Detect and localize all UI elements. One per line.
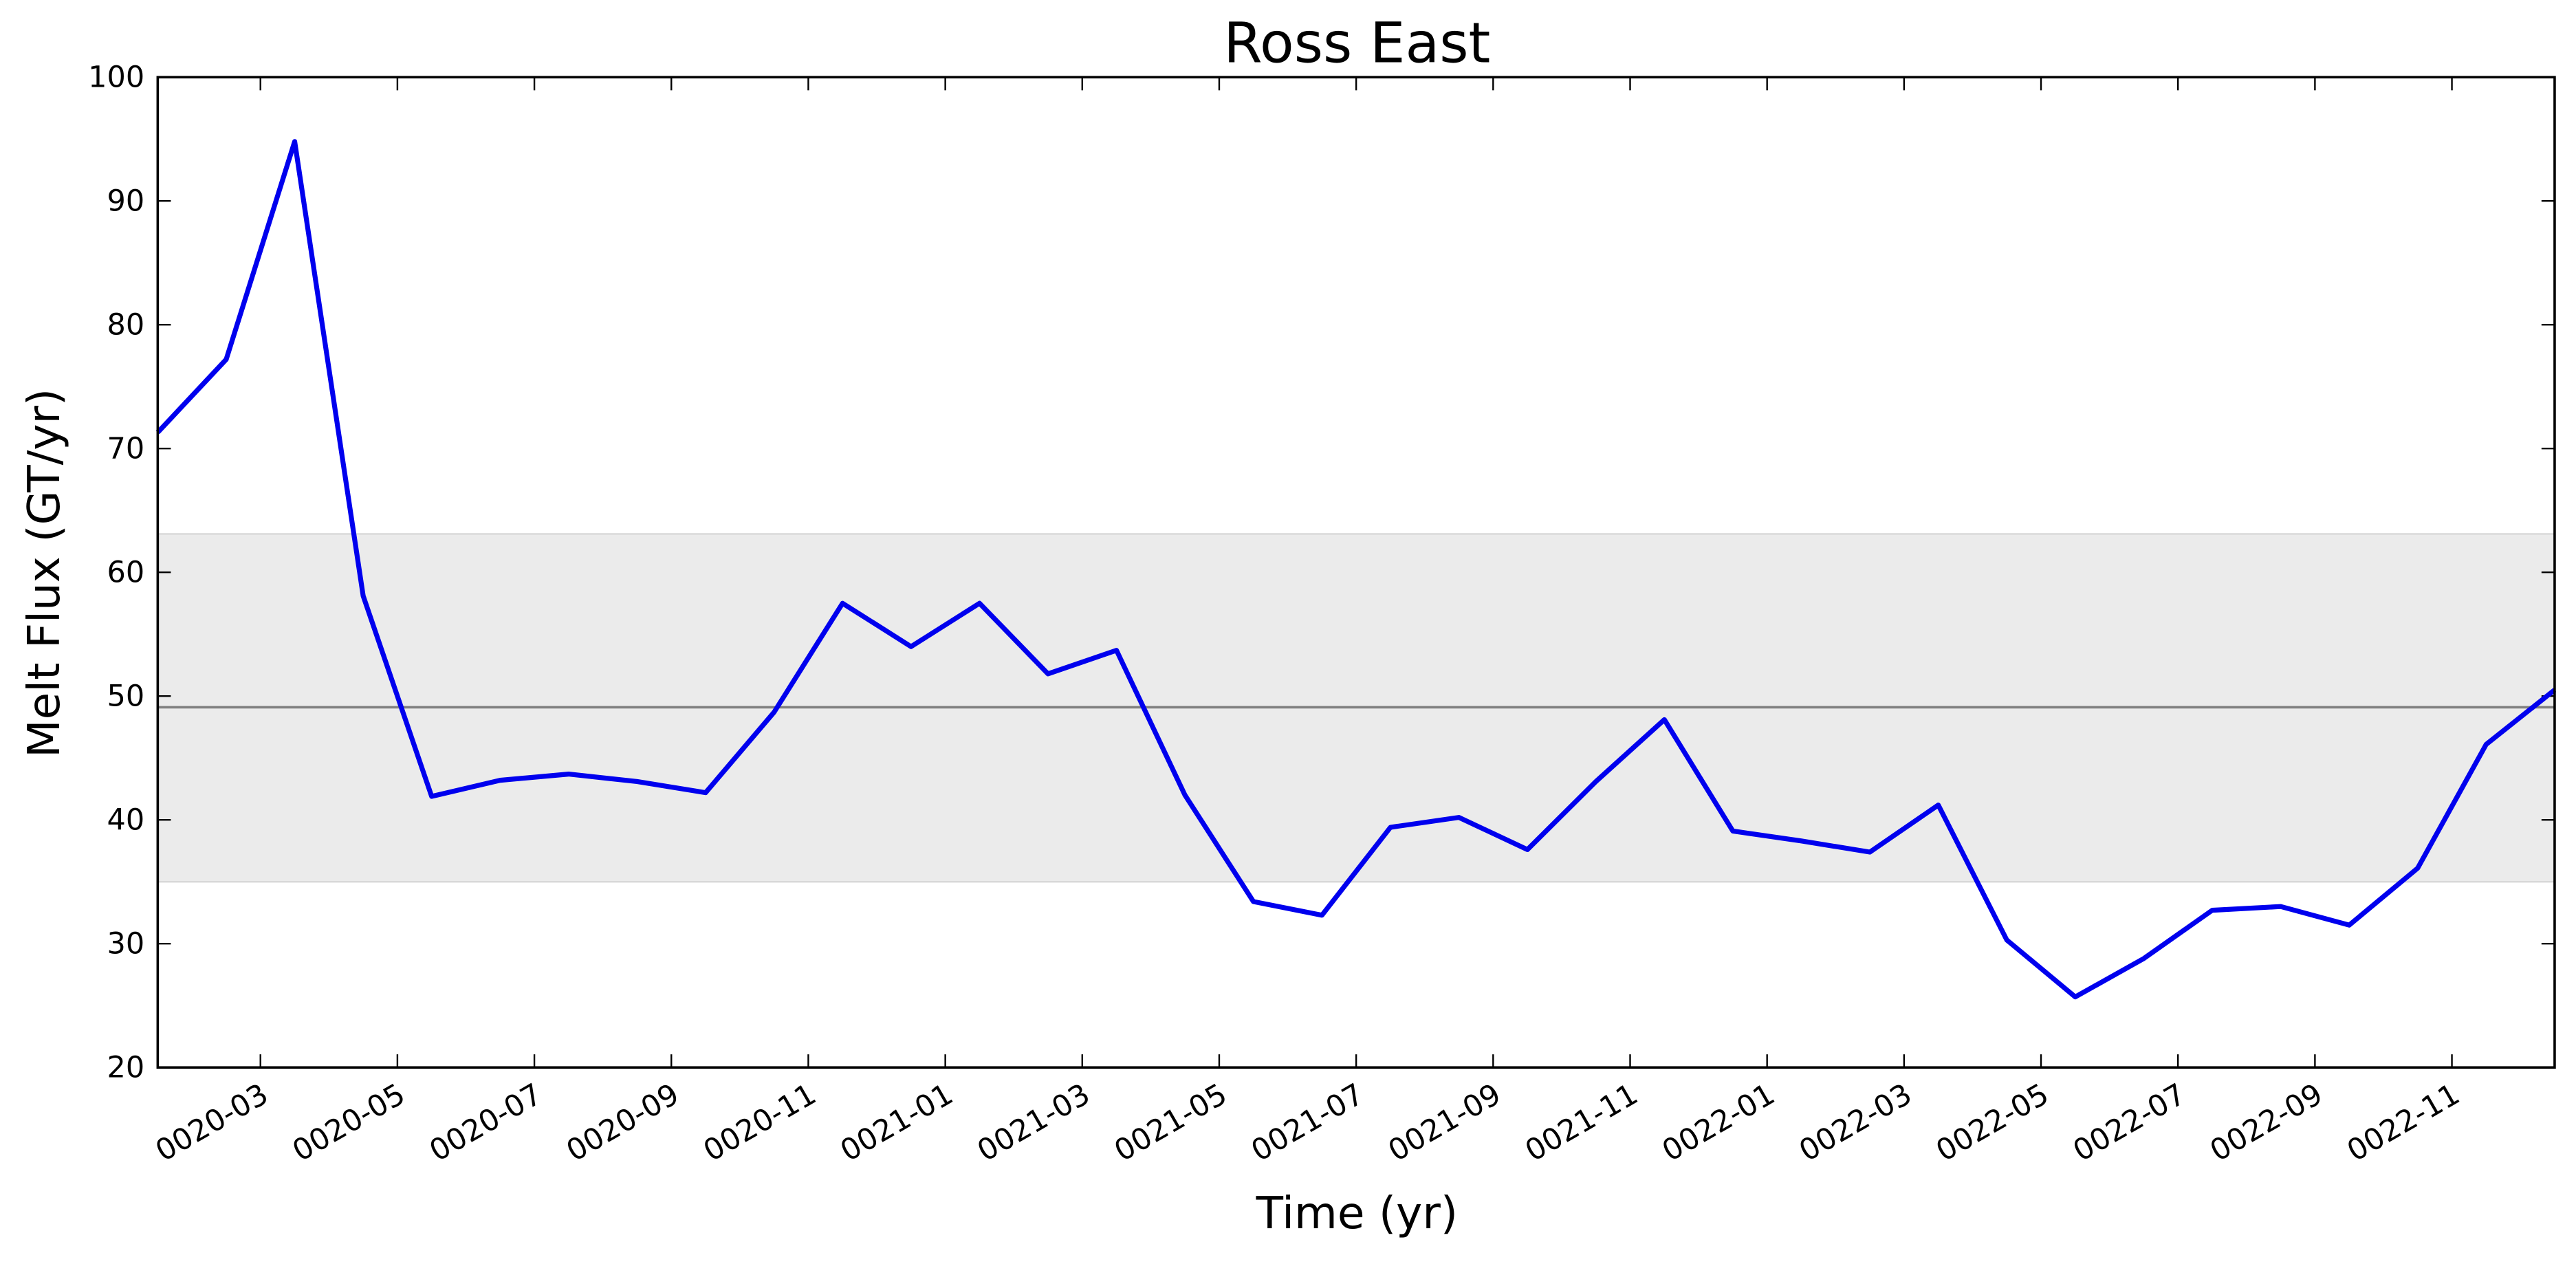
x-tick-label: 0021-03 bbox=[972, 1077, 1096, 1168]
x-tick-label: 0022-09 bbox=[2205, 1077, 2329, 1168]
plot-frame bbox=[156, 76, 2556, 1069]
y-tick-label: 90 bbox=[107, 184, 145, 219]
y-tick-label: 100 bbox=[88, 61, 144, 95]
x-tick-label: 0021-05 bbox=[1109, 1077, 1233, 1168]
x-tick-label: 0022-01 bbox=[1657, 1077, 1781, 1168]
x-tick-label: 0020-07 bbox=[424, 1077, 548, 1168]
x-tick-label: 0022-03 bbox=[1793, 1077, 1918, 1168]
line-series bbox=[155, 139, 2557, 1000]
x-axis-label: Time (yr) bbox=[1256, 1188, 1458, 1239]
y-tick-label: 60 bbox=[107, 556, 145, 590]
y-axis-label: Melt Flux (GT/yr) bbox=[19, 389, 70, 758]
x-tick-label: 0020-05 bbox=[287, 1077, 411, 1168]
y-tick-label: 40 bbox=[107, 803, 145, 838]
x-tick-label: 0021-11 bbox=[1520, 1077, 1644, 1168]
x-tick-label: 0020-09 bbox=[561, 1077, 686, 1168]
x-tick-label: 0021-01 bbox=[835, 1077, 959, 1168]
y-tick-label: 50 bbox=[107, 679, 145, 714]
x-tick-label: 0022-05 bbox=[1930, 1077, 2055, 1168]
x-tick-label: 0020-11 bbox=[698, 1077, 822, 1168]
x-tick-label: 0021-09 bbox=[1383, 1077, 1507, 1168]
x-tick-label: 0021-07 bbox=[1245, 1077, 1370, 1168]
y-tick-label: 70 bbox=[107, 432, 145, 466]
y-tick-label: 80 bbox=[107, 308, 145, 342]
chart-title: Ross East bbox=[1223, 12, 1490, 76]
x-tick-label: 0020-03 bbox=[150, 1077, 274, 1168]
y-tick-label: 20 bbox=[107, 1051, 145, 1085]
y-tick-label: 30 bbox=[107, 927, 145, 961]
x-tick-label: 0022-07 bbox=[2067, 1077, 2192, 1168]
x-tick-label: 0022-11 bbox=[2342, 1077, 2466, 1168]
